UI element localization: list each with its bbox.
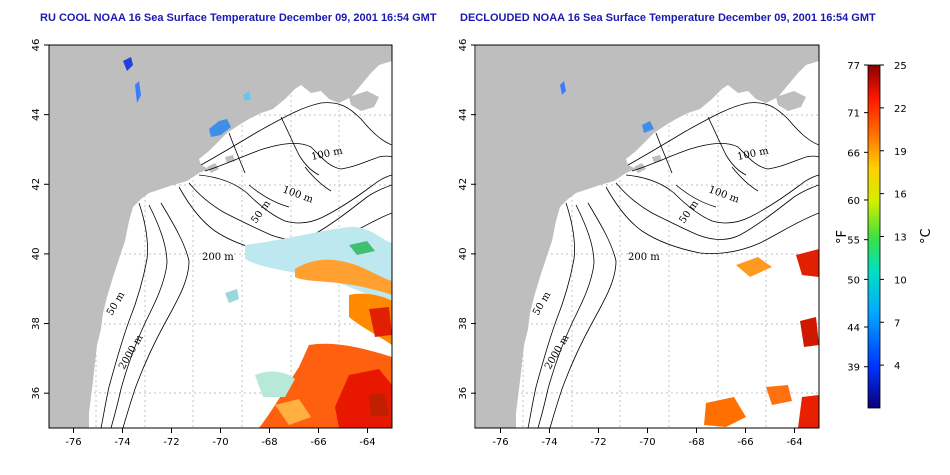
right-lon-tick-label: -66 (737, 437, 753, 448)
fahrenheit-tick-label: 44 (847, 323, 860, 334)
fahrenheit-tick-label: 50 (847, 275, 860, 286)
fahrenheit-tick-label: 55 (847, 236, 860, 247)
contour-label: 2000 m (117, 333, 146, 372)
left-coastline (49, 45, 392, 428)
fahrenheit-unit-label: °F (835, 230, 850, 244)
celsius-unit-label: °C (919, 228, 934, 244)
contour-label: 100 m (281, 184, 315, 205)
celsius-tick-label: 10 (894, 275, 907, 286)
left-lon-tick-label: -74 (114, 437, 130, 448)
right-lon-tick-label: -64 (786, 437, 802, 448)
left-lon-tick-label: -68 (261, 437, 277, 448)
right-lat-tick-label: 36 (458, 387, 469, 400)
left-lon-tick-label: -66 (310, 437, 326, 448)
colorbar-units: °F °C (835, 228, 934, 244)
right-lat-tick-label: 40 (458, 248, 469, 261)
celsius-tick-label: 22 (894, 104, 907, 115)
right-lon-tick-label: -74 (541, 437, 557, 448)
fahrenheit-tick-label: 60 (847, 196, 860, 207)
right-coastline (475, 45, 819, 428)
right-lat-tick-label: 42 (458, 178, 469, 191)
celsius-tick-label: 19 (894, 147, 907, 158)
right-lon-tick-label: -76 (492, 437, 508, 448)
fahrenheit-tick-label: 71 (847, 109, 860, 120)
contour-label: 50 m (105, 290, 127, 318)
celsius-tick-label: 4 (894, 361, 900, 372)
contour-label: 50 m (531, 290, 553, 318)
left-lat-tick-label: 38 (31, 317, 42, 330)
left-lat-tick-label: 40 (31, 248, 42, 261)
left-lat-tick-label: 36 (31, 387, 42, 400)
contour-label: 50 m (677, 198, 701, 226)
left-lat-tick-label: 46 (31, 39, 42, 52)
contour-label: 200 m (202, 252, 234, 263)
celsius-tick-label: 13 (894, 233, 907, 244)
contour-label: 2000 m (543, 333, 572, 372)
left-contour-labels: 100 m 100 m 50 m 200 m 50 m 2000 m (105, 145, 344, 371)
left-sst-patches (123, 57, 392, 428)
right-lat-tick-label: 38 (458, 317, 469, 330)
right-lat-tick-label: 46 (458, 39, 469, 52)
left-lat-tick-label: 44 (31, 108, 42, 121)
right-map-title: DECLOUDED NOAA 16 Sea Surface Temperatur… (460, 12, 876, 24)
left-map-title: RU COOL NOAA 16 Sea Surface Temperature … (40, 12, 437, 24)
left-lat-tick-label: 42 (31, 178, 42, 191)
left-lon-tick-label: -70 (212, 437, 228, 448)
fahrenheit-tick-label: 77 (847, 61, 860, 72)
left-map-panel (48, 44, 393, 429)
right-sst-patches (560, 81, 819, 428)
contour-label: 100 m (310, 145, 344, 162)
celsius-tick-label: 16 (894, 190, 907, 201)
celsius-tick-label: 7 (894, 318, 900, 329)
right-map-panel (474, 44, 820, 429)
contour-label: 200 m (628, 252, 660, 263)
right-lon-tick-label: -72 (590, 437, 606, 448)
left-lon-tick-label: -72 (163, 437, 179, 448)
left-lon-tick-label: -76 (65, 437, 81, 448)
fahrenheit-tick-label: 39 (847, 363, 860, 374)
right-contour-labels: 100 m 100 m 50 m 200 m 50 m 2000 m (531, 145, 770, 371)
fahrenheit-tick-label: 66 (847, 148, 860, 159)
left-lon-tick-label: -64 (359, 437, 375, 448)
contour-label: 50 m (249, 198, 273, 226)
celsius-tick-label: 25 (894, 61, 907, 72)
contour-label: 100 m (736, 145, 770, 162)
right-lon-tick-label: -70 (639, 437, 655, 448)
right-lon-tick-label: -68 (688, 437, 704, 448)
contour-label: 100 m (707, 184, 741, 205)
right-lat-tick-label: 44 (458, 108, 469, 121)
